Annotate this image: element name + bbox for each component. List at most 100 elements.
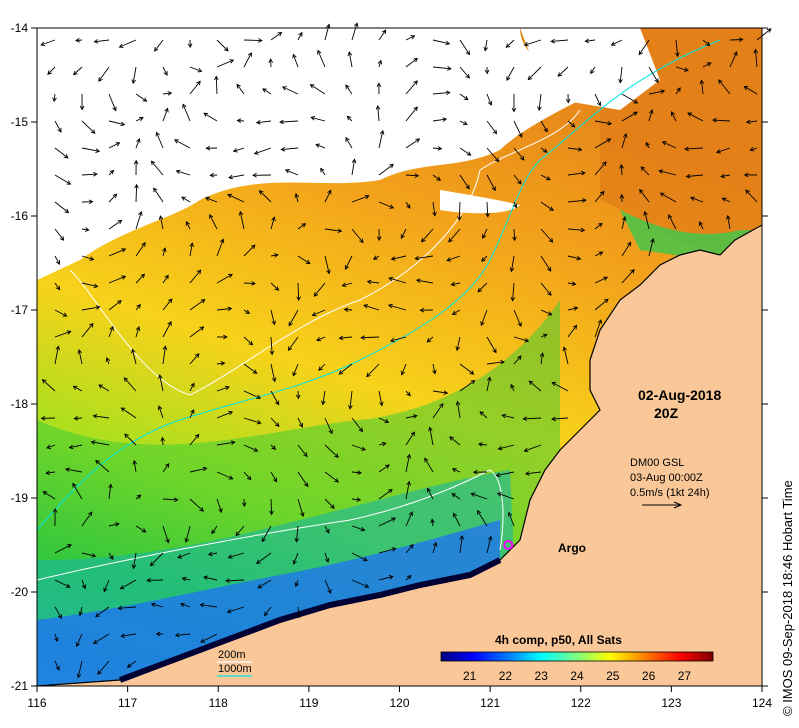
current-vector-head xyxy=(199,507,205,512)
current-vector-head xyxy=(391,517,396,522)
current-vector xyxy=(644,211,650,230)
current-vector-head xyxy=(603,276,609,281)
colorbar-tick-label: 26 xyxy=(642,669,656,683)
current-vector-head xyxy=(275,400,280,406)
current-vector xyxy=(590,66,596,74)
current-vector xyxy=(254,147,272,155)
current-vector-head xyxy=(389,204,395,209)
current-vector-head xyxy=(155,131,160,137)
current-vector-head xyxy=(135,326,141,331)
current-vector-head xyxy=(643,210,648,216)
current-vector xyxy=(513,309,522,327)
current-vector-head xyxy=(288,321,293,327)
current-vector-head xyxy=(621,216,627,221)
current-vector-head xyxy=(334,478,340,483)
current-vector xyxy=(508,512,515,527)
current-vector-head xyxy=(55,260,60,266)
current-vector xyxy=(312,309,326,316)
current-vector-head xyxy=(619,193,625,199)
current-vector xyxy=(746,120,758,123)
current-vector xyxy=(233,147,245,152)
current-vector xyxy=(270,363,276,382)
current-vector xyxy=(97,660,110,675)
lon-tick-label: 117 xyxy=(118,696,137,710)
current-vector-head xyxy=(446,257,452,262)
current-vector xyxy=(154,39,164,52)
current-vector xyxy=(182,104,191,122)
current-vector xyxy=(324,190,332,203)
current-vector-head xyxy=(542,333,548,338)
current-vector-head xyxy=(472,469,478,475)
current-vector-head xyxy=(218,508,223,514)
current-vector xyxy=(540,174,551,181)
current-vector-head xyxy=(450,281,456,287)
current-vector xyxy=(261,525,272,542)
current-vector xyxy=(54,544,72,554)
current-vector xyxy=(563,347,569,365)
current-vector-head xyxy=(388,488,393,494)
current-vector-head xyxy=(271,320,276,326)
current-vector-head xyxy=(610,41,616,46)
current-vector xyxy=(216,411,233,419)
current-vector xyxy=(389,277,407,284)
current-vector-head xyxy=(432,541,438,547)
current-vector xyxy=(216,59,234,68)
current-vector xyxy=(159,215,164,230)
current-vector-head xyxy=(376,236,382,242)
current-vector-head xyxy=(347,51,353,57)
current-vector-head xyxy=(108,483,113,489)
current-vector-head xyxy=(272,477,278,483)
current-vector xyxy=(322,390,326,405)
current-vector-head xyxy=(268,58,274,63)
current-vector-head xyxy=(136,303,141,309)
current-vector-head xyxy=(745,119,751,125)
current-vector-head xyxy=(470,380,476,385)
current-vector-head xyxy=(353,22,359,28)
current-vector xyxy=(237,119,245,122)
current-vector xyxy=(243,390,261,399)
current-vector-head xyxy=(253,150,259,155)
latitude-axis: -14 -15 -16 -17 -18 -19 -20 -21 xyxy=(11,21,768,693)
current-vector xyxy=(496,471,515,477)
current-vector xyxy=(452,309,461,315)
current-vector-head xyxy=(165,538,170,544)
current-vector xyxy=(94,39,110,43)
current-vector xyxy=(270,444,276,450)
current-vector-head xyxy=(743,85,749,91)
current-vector-head xyxy=(301,223,307,228)
current-vector-head xyxy=(524,471,530,476)
colorbar-tick-label: 24 xyxy=(570,669,584,683)
current-vector-head xyxy=(690,196,695,201)
current-vector xyxy=(124,433,137,446)
current-vector xyxy=(76,633,83,647)
current-vector xyxy=(288,309,299,326)
current-vector-head xyxy=(749,147,755,152)
current-vector-head xyxy=(236,83,241,89)
current-vector-head xyxy=(341,282,347,288)
current-vector xyxy=(497,492,515,500)
current-vector-head xyxy=(455,346,461,352)
current-vector xyxy=(378,130,384,149)
current-vector-head xyxy=(245,309,251,314)
current-vector xyxy=(118,606,137,609)
legend-200m-label: 200m xyxy=(218,649,246,661)
current-vector-head xyxy=(357,470,363,475)
current-time-label: 03-Aug 00:00Z xyxy=(630,472,703,484)
current-vector-head xyxy=(262,88,267,93)
current-vector xyxy=(295,193,299,203)
current-vector xyxy=(181,196,191,203)
current-vector-head xyxy=(685,173,691,179)
colorbar-title: 4h comp, p50, All Sats xyxy=(495,633,622,647)
current-vector-head xyxy=(253,447,259,452)
current-vector xyxy=(185,525,191,543)
current-vector-head xyxy=(415,138,421,143)
current-vector-head xyxy=(495,472,501,478)
current-vector-head xyxy=(551,416,556,422)
current-vector xyxy=(54,579,70,588)
current-vector-head xyxy=(520,155,525,161)
current-vector xyxy=(349,390,353,409)
current-vector xyxy=(108,93,117,111)
current-vector-head xyxy=(580,170,586,176)
current-vector xyxy=(638,39,650,55)
current-vector-head xyxy=(712,117,717,123)
